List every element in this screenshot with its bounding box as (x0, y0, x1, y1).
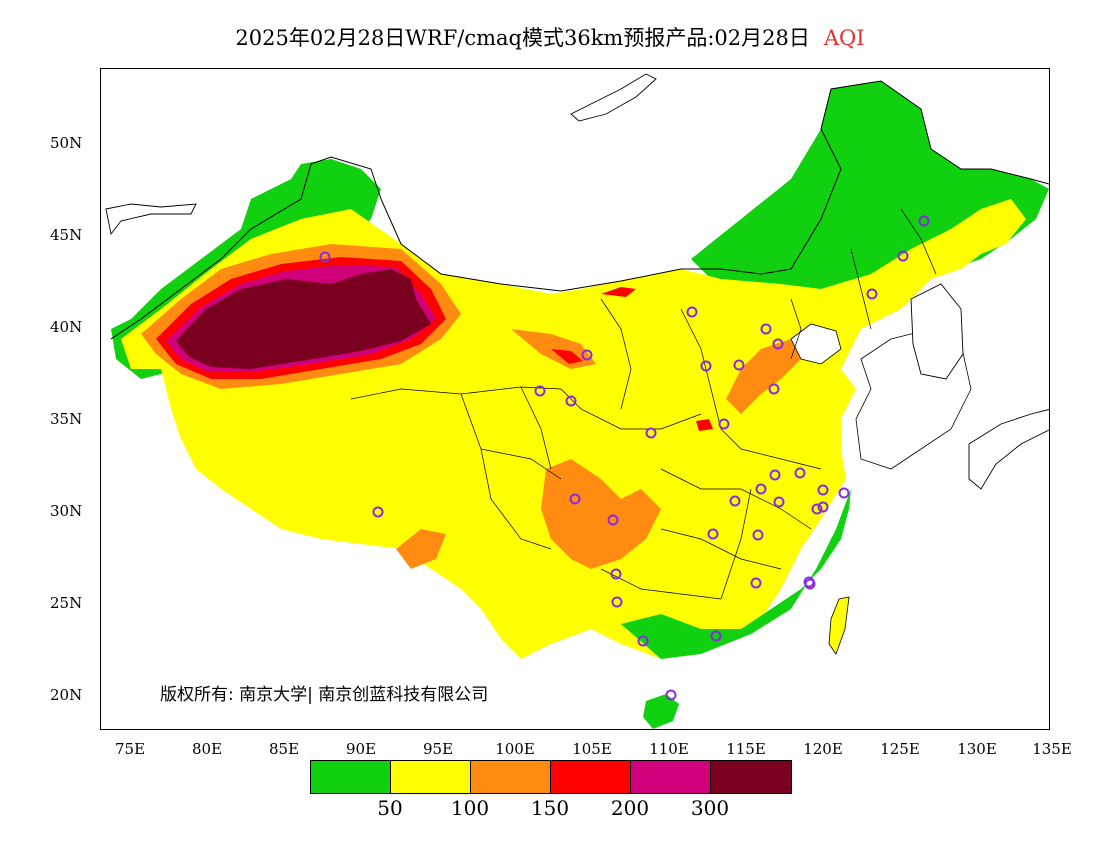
lat-label-30n: 30N (50, 502, 83, 520)
map-panel (100, 68, 1050, 730)
city-marker (707, 528, 719, 540)
city-marker (569, 493, 581, 505)
city-marker (372, 506, 384, 518)
korea-outline (910, 283, 964, 380)
lon-label-100e: 100E (495, 740, 535, 758)
region-hainan-good (643, 694, 679, 729)
region-northchina-orange (726, 339, 801, 414)
city-marker (700, 360, 712, 372)
city-marker (811, 503, 823, 515)
city-marker (534, 385, 546, 397)
city-marker (769, 469, 781, 481)
colorbar-cell-sensitive (471, 761, 551, 793)
colorbar-tick-200: 200 (610, 796, 650, 820)
aqi-colorbar (310, 760, 792, 794)
city-marker (611, 596, 623, 608)
country-outline (110, 80, 1049, 340)
city-marker (866, 288, 878, 300)
lon-label-105e: 105E (572, 740, 612, 758)
title-text: 2025年02月28日WRF/cmaq模式36km预报产品:02月28日 (235, 26, 810, 50)
region-south-good (621, 489, 851, 659)
region-henan-red (696, 419, 713, 431)
lon-label-75e: 75E (114, 740, 146, 758)
city-marker (817, 484, 829, 496)
city-marker (760, 323, 772, 335)
city-marker (729, 495, 741, 507)
city-marker (610, 568, 622, 580)
colorbar-cell-good (311, 761, 391, 793)
city-marker (665, 689, 677, 701)
city-marker (581, 349, 593, 361)
colorbar-cell-moderate (391, 761, 471, 793)
colorbar-tick-300: 300 (690, 796, 730, 820)
lon-label-115e: 115E (726, 740, 766, 758)
city-marker (607, 514, 619, 526)
city-marker (817, 501, 829, 513)
province-boundaries (350, 208, 937, 600)
lat-label-40n: 40N (50, 318, 83, 336)
city-marker (710, 630, 722, 642)
lon-label-130e: 130E (957, 740, 997, 758)
lon-label-95e: 95E (422, 740, 454, 758)
city-marker (773, 496, 785, 508)
lat-label-50n: 50N (50, 134, 83, 152)
colorbar-tick-50: 50 (377, 796, 403, 820)
lon-label-135e: 135E (1032, 740, 1072, 758)
balkhash-outline (105, 203, 197, 236)
lon-label-90e: 90E (345, 740, 377, 758)
city-markers (319, 215, 930, 701)
lat-label-35n: 35N (50, 410, 83, 428)
lon-label-80e: 80E (191, 740, 223, 758)
copyright-notice: 版权所有: 南京大学| 南京创蓝科技有限公司 (160, 685, 489, 705)
region-tibet-orange (396, 529, 446, 569)
lon-label-85e: 85E (268, 740, 300, 758)
lat-label-20n: 20N (50, 686, 83, 704)
lon-label-120e: 120E (803, 740, 843, 758)
colorbar-cell-very-unhealthy (631, 761, 711, 793)
city-marker (755, 483, 767, 495)
city-marker (718, 418, 730, 430)
city-marker (750, 577, 762, 589)
aqi-map (105, 73, 1049, 729)
region-taiwan-moderate (828, 596, 850, 655)
colorbar-tick-150: 150 (530, 796, 570, 820)
lon-label-125e: 125E (880, 740, 920, 758)
colorbar-tick-100: 100 (450, 796, 490, 820)
region-taklimakan-maroon (176, 269, 431, 369)
city-marker (645, 427, 657, 439)
region-ningxia-red (551, 349, 583, 364)
japan-outline (968, 409, 1049, 490)
city-marker (897, 250, 909, 262)
city-marker (565, 395, 577, 407)
lon-label-110e: 110E (649, 740, 689, 758)
title-variable: AQI (823, 26, 865, 50)
city-marker (772, 338, 784, 350)
colorbar-cell-hazardous (711, 761, 791, 793)
colorbar-cell-unhealthy (551, 761, 631, 793)
city-marker (838, 487, 850, 499)
city-marker (319, 251, 331, 263)
lat-label-45n: 45N (50, 226, 83, 244)
lat-label-25n: 25N (50, 594, 83, 612)
map-title: 2025年02月28日WRF/cmaq模式36km预报产品:02月28日 AQI (0, 22, 1100, 52)
city-marker (768, 383, 780, 395)
city-marker (794, 467, 806, 479)
city-marker (637, 635, 649, 647)
region-innermongolia-red (601, 287, 636, 297)
city-marker (686, 306, 698, 318)
baikal-outline (570, 73, 657, 122)
region-sichuan-orange (541, 459, 661, 569)
bohai-sea (790, 323, 842, 365)
city-marker (752, 529, 764, 541)
city-marker (803, 576, 815, 588)
city-marker (733, 359, 745, 371)
city-marker (918, 215, 930, 227)
